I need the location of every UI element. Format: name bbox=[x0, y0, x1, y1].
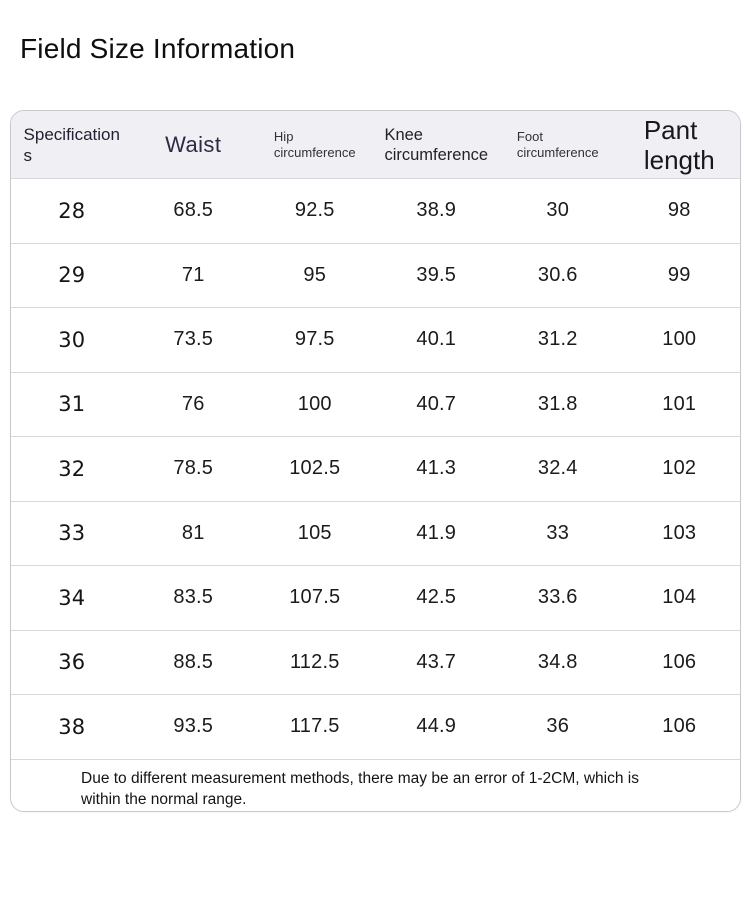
header-foot-circumference: Foot circumference bbox=[497, 111, 619, 178]
table-row: 30 73.5 97.5 40.1 31.2 100 bbox=[11, 307, 740, 372]
cell-waist: 76 bbox=[181, 392, 205, 415]
cell-waist: 68.5 bbox=[173, 199, 214, 222]
cell-waist: 88.5 bbox=[173, 650, 214, 673]
cell-specification: 38 bbox=[58, 714, 86, 739]
table-row: 29 71 95 39.5 30.6 99 bbox=[11, 242, 740, 307]
cell-knee-circumference: 38.9 bbox=[416, 199, 457, 222]
cell-waist: 73.5 bbox=[173, 328, 214, 351]
cell-hip-circumference: 117.5 bbox=[289, 715, 340, 738]
table-row: 32 78.5 102.5 41.3 32.4 102 bbox=[11, 436, 740, 501]
cell-specification: 29 bbox=[58, 263, 86, 288]
table-row: 33 81 105 41.9 33 103 bbox=[11, 500, 740, 565]
cell-waist: 93.5 bbox=[173, 715, 214, 738]
cell-pant-length: 103 bbox=[662, 521, 697, 544]
header-label: Waist bbox=[165, 131, 222, 157]
cell-waist: 78.5 bbox=[173, 457, 214, 480]
header-label: Knee circumference bbox=[384, 125, 489, 164]
cell-knee-circumference: 40.1 bbox=[416, 328, 457, 351]
size-table-card: Specification s Waist Hip circumference … bbox=[10, 110, 741, 812]
cell-hip-circumference: 112.5 bbox=[289, 650, 340, 673]
table-row: 34 83.5 107.5 42.5 33.6 104 bbox=[11, 565, 740, 630]
cell-foot-circumference: 33.6 bbox=[537, 586, 578, 609]
table-row: 31 76 100 40.7 31.8 101 bbox=[11, 371, 740, 436]
cell-hip-circumference: 95 bbox=[303, 263, 327, 286]
page-title: Field Size Information bbox=[20, 33, 296, 64]
cell-hip-circumference: 100 bbox=[297, 392, 332, 415]
page: { "page": { "title": "Field Size Informa… bbox=[0, 33, 750, 906]
cell-pant-length: 101 bbox=[662, 392, 697, 415]
cell-specification: 33 bbox=[58, 521, 86, 546]
cell-pant-length: 99 bbox=[667, 263, 691, 286]
header-label: Pant length bbox=[643, 114, 715, 175]
cell-knee-circumference: 41.3 bbox=[416, 457, 457, 480]
cell-pant-length: 100 bbox=[662, 328, 697, 351]
header-knee-circumference: Knee circumference bbox=[376, 111, 498, 178]
cell-pant-length: 104 bbox=[662, 586, 697, 609]
size-table-header-row: Specification s Waist Hip circumference … bbox=[11, 111, 740, 178]
cell-knee-circumference: 44.9 bbox=[416, 715, 457, 738]
cell-pant-length: 98 bbox=[667, 199, 691, 222]
cell-specification: 36 bbox=[58, 650, 86, 675]
cell-pant-length: 106 bbox=[662, 650, 697, 673]
measurement-note: Due to different measurement methods, th… bbox=[11, 758, 740, 811]
cell-foot-circumference: 33 bbox=[546, 521, 570, 544]
header-label: Foot circumference bbox=[516, 128, 599, 160]
cell-specification: 32 bbox=[58, 456, 86, 481]
table-row: 38 93.5 117.5 44.9 36 106 bbox=[11, 694, 740, 759]
cell-hip-circumference: 105 bbox=[297, 521, 332, 544]
header-specifications: Specification s bbox=[11, 111, 133, 178]
cell-hip-circumference: 102.5 bbox=[289, 457, 341, 480]
cell-specification: 28 bbox=[58, 198, 86, 223]
cell-foot-circumference: 30.6 bbox=[537, 263, 578, 286]
cell-hip-circumference: 107.5 bbox=[289, 586, 341, 609]
cell-foot-circumference: 31.2 bbox=[537, 328, 578, 351]
cell-waist: 81 bbox=[181, 521, 205, 544]
cell-specification: 31 bbox=[58, 392, 86, 417]
cell-pant-length: 106 bbox=[662, 715, 697, 738]
cell-knee-circumference: 41.9 bbox=[416, 521, 457, 544]
header-hip-circumference: Hip circumference bbox=[254, 111, 376, 178]
header-label: Specification s bbox=[23, 124, 120, 165]
header-pant-length: Pant length bbox=[619, 111, 741, 178]
cell-knee-circumference: 43.7 bbox=[416, 650, 457, 673]
cell-waist: 83.5 bbox=[173, 586, 214, 609]
table-row: 36 88.5 112.5 43.7 34.8 106 bbox=[11, 629, 740, 694]
cell-waist: 71 bbox=[181, 263, 205, 286]
cell-knee-circumference: 39.5 bbox=[416, 263, 457, 286]
cell-specification: 34 bbox=[58, 585, 86, 610]
cell-specification: 30 bbox=[58, 327, 86, 352]
cell-hip-circumference: 92.5 bbox=[294, 199, 335, 222]
measurement-note-text: Due to different measurement methods, th… bbox=[81, 769, 639, 808]
cell-foot-circumference: 34.8 bbox=[537, 650, 578, 673]
cell-foot-circumference: 31.8 bbox=[537, 392, 578, 415]
cell-pant-length: 102 bbox=[662, 457, 697, 480]
table-row: 28 68.5 92.5 38.9 30 98 bbox=[11, 178, 740, 243]
cell-knee-circumference: 42.5 bbox=[416, 586, 457, 609]
header-label: Hip circumference bbox=[273, 128, 356, 160]
cell-knee-circumference: 40.7 bbox=[416, 392, 457, 415]
cell-foot-circumference: 36 bbox=[546, 715, 570, 738]
header-waist: Waist bbox=[133, 111, 255, 178]
cell-foot-circumference: 30 bbox=[546, 199, 570, 222]
cell-hip-circumference: 97.5 bbox=[294, 328, 335, 351]
cell-foot-circumference: 32.4 bbox=[537, 457, 578, 480]
